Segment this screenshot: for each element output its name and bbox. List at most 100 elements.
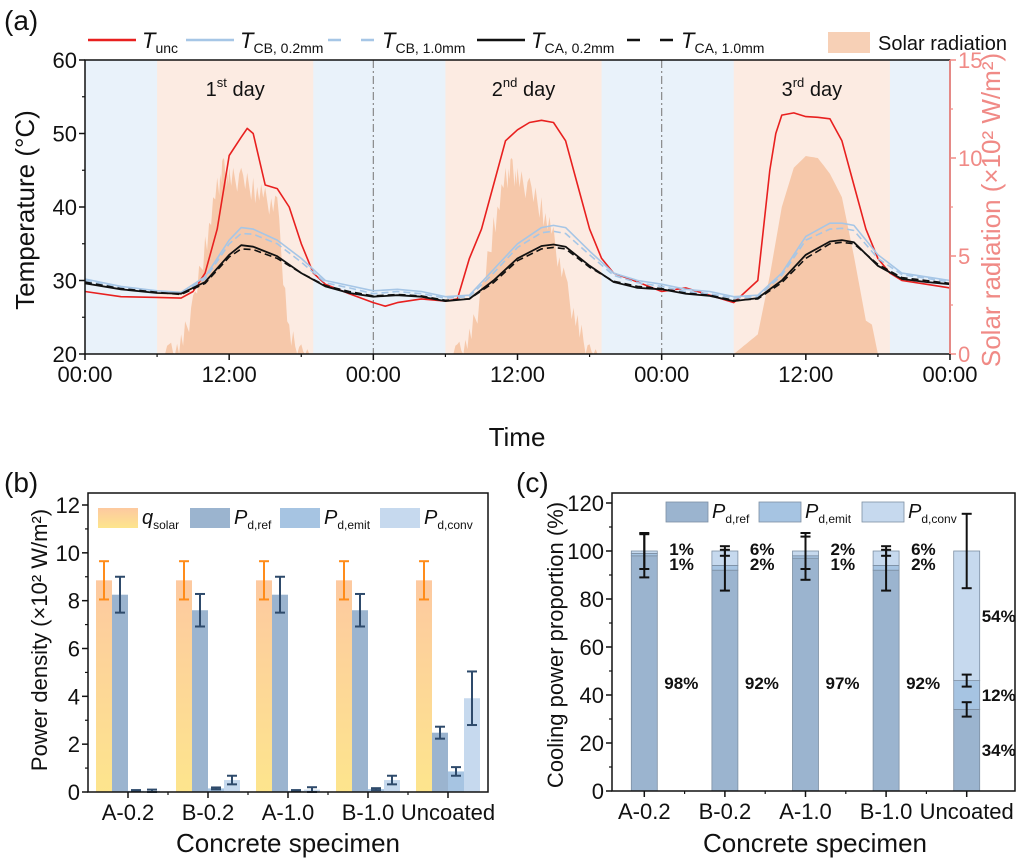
pct-label: 1% <box>669 540 694 559</box>
stack-p-d-ref-a-1.0 <box>792 557 819 792</box>
y-tick-label: 40 <box>580 683 604 708</box>
x-tick-label: B-1.0 <box>342 800 395 825</box>
panel-c-bars: 98%1%1%92%6%2%97%2%1%92%6%2%34%12%54% <box>630 512 1016 792</box>
y-tick-label: 80 <box>580 587 604 612</box>
x-tick-label: 00:00 <box>922 362 977 387</box>
legend-label-1: Pd,ref <box>234 507 272 532</box>
pct-label: 92% <box>745 674 779 693</box>
line-t-ca-1-0mm <box>84 241 951 302</box>
panel-c-axes: 0 20 40 60 80 100 120 A-0.2 B-0.2 A-1.0 B-1.0 Uncoa… <box>567 491 1016 824</box>
x-tick-label: A-0.2 <box>102 800 155 825</box>
x-tick-label: A-0.2 <box>618 799 671 824</box>
line-t-cb-0-2mm <box>84 222 951 298</box>
panel-a-lines <box>84 112 951 307</box>
pct-label: 1% <box>831 555 856 574</box>
y-right-tick-label: 10 <box>958 146 982 171</box>
x-tick-label: A-1.0 <box>779 799 832 824</box>
legend-label-solar: Solar radiation <box>878 33 1007 55</box>
panel-b-legend: qsolar Pd,ref Pd,emit Pd,conv <box>98 507 473 532</box>
x-tick-label: 00:00 <box>346 362 401 387</box>
stack-p-d-ref-uncoated <box>953 709 981 792</box>
panel-b-xlabel: Concrete specimen <box>176 828 400 858</box>
plot-frame <box>611 492 1016 792</box>
bar-q-solar-a-1.0 <box>256 580 272 792</box>
bar-p-d-conv-b-1.0 <box>384 780 400 792</box>
panel-c-legend: Pd,ref Pd,emit Pd,conv <box>665 501 957 526</box>
line-t-unc <box>84 112 951 307</box>
x-tick-label: B-0.2 <box>182 800 235 825</box>
x-tick-label: B-1.0 <box>860 799 913 824</box>
bar-p-d-ref-b-1.0 <box>352 610 368 792</box>
legend-label-0: Pd,ref <box>712 501 750 526</box>
pct-label: 92% <box>906 674 940 693</box>
panel-b-ylabel: Power density (×10² W/m²) <box>27 509 52 771</box>
panel-b-bars <box>96 560 480 793</box>
legend-swatch-1 <box>758 501 802 523</box>
pct-label: 6% <box>750 540 775 559</box>
legend-swatch-2 <box>280 508 320 528</box>
x-tick-label: 12:00 <box>778 362 833 387</box>
panel-a-day-separators <box>372 60 663 354</box>
pct-label: 97% <box>826 674 860 693</box>
x-tick-label: A-1.0 <box>262 800 315 825</box>
y-tick-label: 0 <box>68 780 80 805</box>
pct-label: 2% <box>831 540 856 559</box>
legend-swatch-1 <box>190 508 230 528</box>
x-tick-label: 00:00 <box>57 362 112 387</box>
y-tick-label: 8 <box>68 589 80 614</box>
legend-label-3: Pd,conv <box>424 507 473 532</box>
y-tick-label: 0 <box>592 779 604 804</box>
y-tick-label: 6 <box>68 637 80 662</box>
stack-p-d-ref-b-1.0 <box>872 569 900 792</box>
y-tick-label: 30 <box>53 269 77 294</box>
panel-a-label: (a) <box>4 5 38 36</box>
panel-a-day-labels: 1st day 2nd day 3rd day <box>206 75 842 101</box>
panel-b: (b) 0 2 4 6 8 10 12 A-0.2 B-0.2 A-1.0 B-1.0 Uncoate… <box>4 467 495 858</box>
panel-b-label: (b) <box>4 467 38 498</box>
panel-c-label: (c) <box>516 467 549 498</box>
pct-label: 2% <box>750 555 775 574</box>
y-right-tick-label: 5 <box>958 244 970 269</box>
y-tick-label: 20 <box>580 731 604 756</box>
pct-label: 6% <box>911 540 936 559</box>
panel-c-ylabel: Cooling power proportion (%) <box>543 502 568 788</box>
y-tick-label: 120 <box>567 491 604 516</box>
bar-p-d-ref-a-1.0 <box>272 594 288 792</box>
legend-label-unc: Tunc <box>142 28 178 56</box>
panel-c: (c) 98%1%1%92%6%2%97%2%1%92%6%2%34%12%54… <box>516 467 1016 858</box>
day-label-2: 2nd day <box>492 75 555 101</box>
bar-q-solar-b-1.0 <box>336 580 352 792</box>
y-tick-label: 60 <box>580 635 604 660</box>
legend-label-1: Pd,emit <box>805 501 852 526</box>
legend-label-cb02: TCB, 0.2mm <box>240 28 323 56</box>
bar-p-d-ref-a-0.2 <box>112 594 128 792</box>
panel-a-xlabel: Time <box>489 422 546 452</box>
legend-label-2: Pd,conv <box>908 501 957 526</box>
stack-p-d-ref-b-0.2 <box>711 569 739 792</box>
x-tick-label: 12:00 <box>202 362 257 387</box>
x-tick-label: Uncoated <box>401 800 495 825</box>
y-tick-label: 50 <box>53 122 77 147</box>
legend-swatch-0 <box>98 508 138 528</box>
legend-label-0: qsolar <box>142 507 179 532</box>
y-tick-label: 12 <box>56 493 80 518</box>
x-tick-label: 12:00 <box>490 362 545 387</box>
y-tick-label: 2 <box>68 732 80 757</box>
legend-swatch-0 <box>665 501 709 523</box>
panel-b-axes: 0 2 4 6 8 10 12 A-0.2 B-0.2 A-1.0 B-1.0 Uncoated <box>56 492 495 825</box>
line-t-ca-0-2mm <box>84 239 951 302</box>
bar-q-solar-uncoated <box>416 580 432 792</box>
y-tick-label: 4 <box>68 684 80 709</box>
y-tick-label: 40 <box>53 195 77 220</box>
panel-a-ylabel-right: Solar radiation (×10² W/m²) <box>976 53 1006 367</box>
panel-a-ylabel: Temperature (°C) <box>10 110 40 310</box>
pct-label: 12% <box>982 686 1016 705</box>
bar-p-d-conv-b-0.2 <box>224 780 240 792</box>
y-tick-label: 60 <box>53 48 77 73</box>
stack-p-d-ref-a-0.2 <box>630 555 658 792</box>
panel-a-legend: Tunc TCB, 0.2mm TCB, 1.0mm TCA, 0.2mm TCA, 1… <box>88 28 1007 56</box>
y-right-tick-label: 15 <box>958 48 982 73</box>
pct-label: 98% <box>664 674 698 693</box>
bar-p-d-ref-b-0.2 <box>192 610 208 792</box>
